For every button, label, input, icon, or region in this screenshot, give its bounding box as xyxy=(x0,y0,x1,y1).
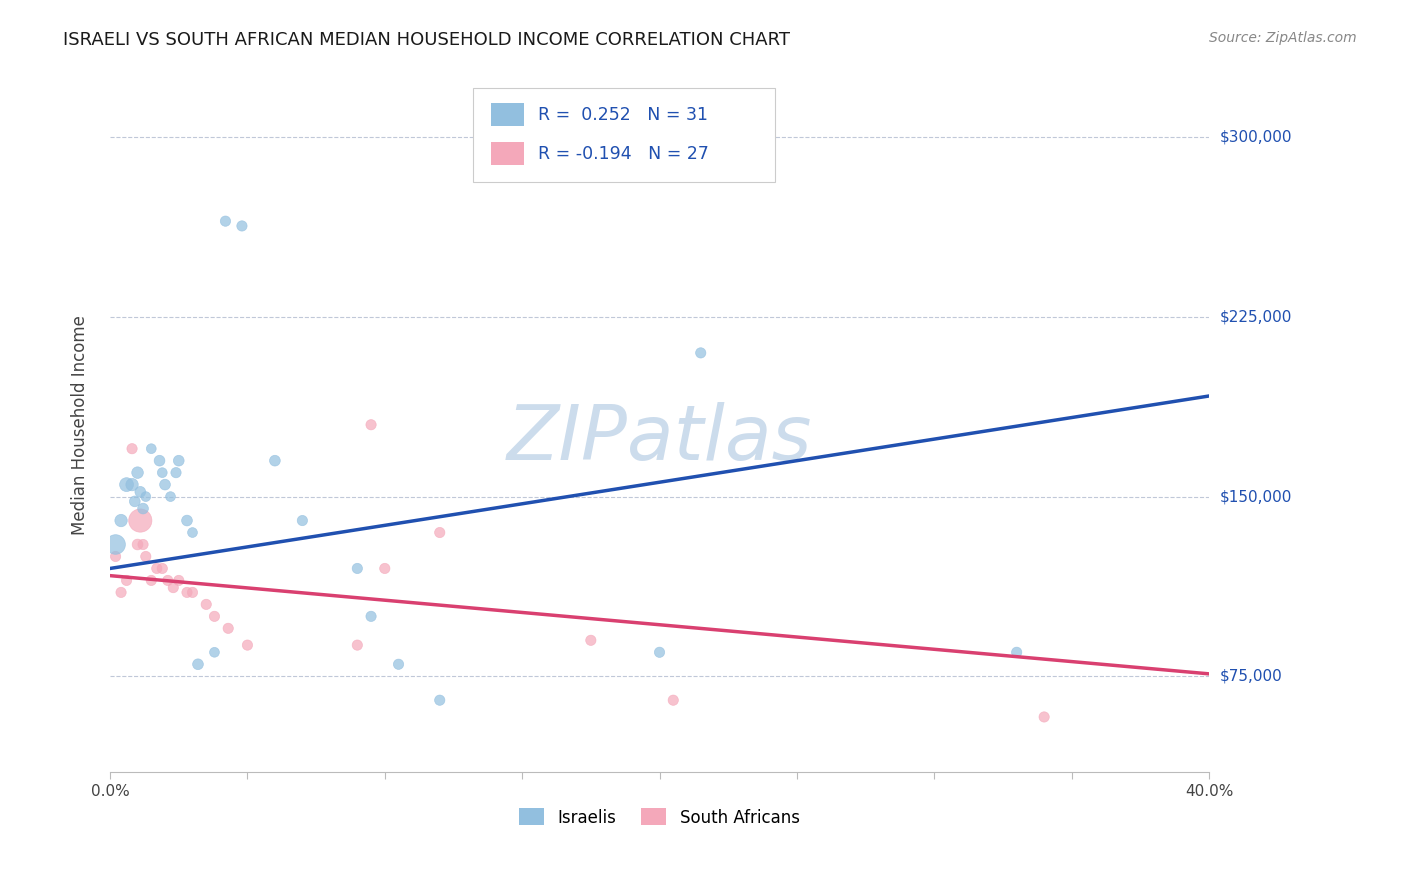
Point xyxy=(195,598,218,612)
Text: R =  0.252   N = 31: R = 0.252 N = 31 xyxy=(537,105,707,124)
Point xyxy=(127,466,149,480)
Text: $225,000: $225,000 xyxy=(1220,310,1292,325)
Point xyxy=(176,585,198,599)
Point xyxy=(187,657,209,672)
Point xyxy=(150,561,173,575)
Point xyxy=(1033,710,1056,724)
Point xyxy=(141,574,163,588)
Point xyxy=(165,466,187,480)
Point xyxy=(159,490,181,504)
Point xyxy=(214,214,236,228)
Text: R = -0.194   N = 27: R = -0.194 N = 27 xyxy=(537,145,709,162)
Point xyxy=(150,466,173,480)
Point xyxy=(127,537,149,551)
Point xyxy=(1005,645,1028,659)
Point xyxy=(153,477,176,491)
Point xyxy=(141,442,163,456)
Point xyxy=(162,581,184,595)
Point xyxy=(264,453,287,467)
Point xyxy=(148,453,170,467)
Point xyxy=(689,346,711,360)
Text: $300,000: $300,000 xyxy=(1220,130,1292,145)
Point xyxy=(291,514,314,528)
Point xyxy=(121,477,143,491)
Point xyxy=(181,585,204,599)
Point xyxy=(115,477,138,491)
Legend: Israelis, South Africans: Israelis, South Africans xyxy=(513,802,807,833)
Point xyxy=(167,453,190,467)
Point xyxy=(662,693,685,707)
Y-axis label: Median Household Income: Median Household Income xyxy=(72,315,89,534)
Point xyxy=(204,609,226,624)
Point xyxy=(429,525,451,540)
Point xyxy=(156,574,179,588)
Text: Source: ZipAtlas.com: Source: ZipAtlas.com xyxy=(1209,31,1357,45)
Point xyxy=(346,561,368,575)
FancyBboxPatch shape xyxy=(491,142,524,165)
Point xyxy=(115,574,138,588)
Point xyxy=(135,490,157,504)
Point xyxy=(104,549,127,564)
Point xyxy=(346,638,368,652)
Point xyxy=(181,525,204,540)
FancyBboxPatch shape xyxy=(491,103,524,126)
Point xyxy=(167,574,190,588)
Point xyxy=(176,514,198,528)
Point xyxy=(204,645,226,659)
Point xyxy=(121,442,143,456)
Point xyxy=(648,645,671,659)
Text: $150,000: $150,000 xyxy=(1220,489,1292,504)
Point xyxy=(132,501,155,516)
Point xyxy=(231,219,253,233)
Point xyxy=(236,638,259,652)
Text: ISRAELI VS SOUTH AFRICAN MEDIAN HOUSEHOLD INCOME CORRELATION CHART: ISRAELI VS SOUTH AFRICAN MEDIAN HOUSEHOL… xyxy=(63,31,790,49)
Point xyxy=(110,514,132,528)
FancyBboxPatch shape xyxy=(472,87,775,182)
Point xyxy=(135,549,157,564)
Point xyxy=(129,514,152,528)
Text: ZIPatlas: ZIPatlas xyxy=(506,401,813,475)
Point xyxy=(146,561,169,575)
Point xyxy=(104,537,127,551)
Point xyxy=(387,657,409,672)
Text: $75,000: $75,000 xyxy=(1220,669,1282,684)
Point xyxy=(129,484,152,499)
Point xyxy=(110,585,132,599)
Point xyxy=(360,609,382,624)
Point xyxy=(374,561,396,575)
Point xyxy=(360,417,382,432)
Point xyxy=(124,494,146,508)
Point xyxy=(579,633,602,648)
Point xyxy=(217,621,239,635)
Point xyxy=(132,537,155,551)
Point xyxy=(429,693,451,707)
